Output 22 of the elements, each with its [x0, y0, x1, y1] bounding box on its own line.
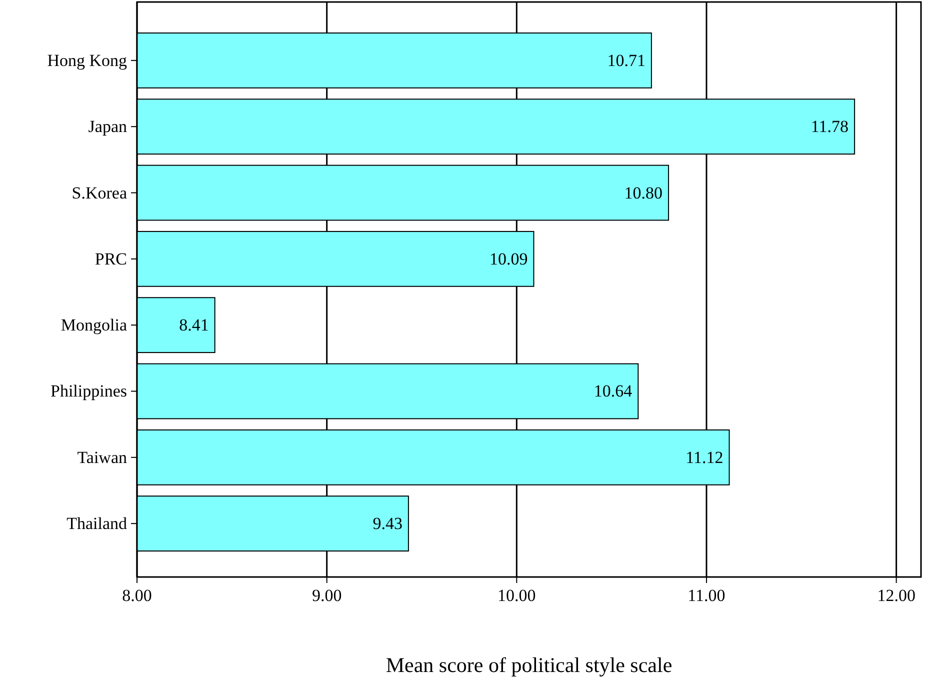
y-tick-label: PRC — [94, 249, 127, 268]
data-label: 10.71 — [607, 50, 646, 70]
y-tick-label: Taiwan — [77, 448, 128, 467]
data-label: 10.09 — [489, 249, 528, 268]
x-axis-title: Mean score of political style scale — [386, 653, 672, 677]
x-tick-label: 8.00 — [122, 586, 152, 605]
x-tick-label: 9.00 — [312, 586, 342, 605]
y-tick-label: Mongolia — [60, 316, 128, 335]
data-label: 10.80 — [624, 183, 663, 202]
data-label: 10.64 — [594, 382, 633, 401]
y-tick-label: S.Korea — [72, 183, 128, 202]
y-tick-label: Hong Kong — [47, 50, 128, 70]
y-tick-label: Philippines — [50, 382, 127, 401]
data-label: 11.78 — [810, 117, 849, 136]
data-label: 11.12 — [686, 448, 724, 467]
x-tick-label: 10.00 — [498, 586, 536, 605]
y-tick-label: Japan — [88, 117, 128, 136]
x-tick-label: 12.00 — [877, 586, 916, 605]
data-label: 8.41 — [179, 316, 209, 335]
y-tick-label: Thailand — [66, 514, 128, 534]
data-label: 9.43 — [372, 514, 402, 534]
x-tick-label: 11.00 — [688, 586, 726, 605]
